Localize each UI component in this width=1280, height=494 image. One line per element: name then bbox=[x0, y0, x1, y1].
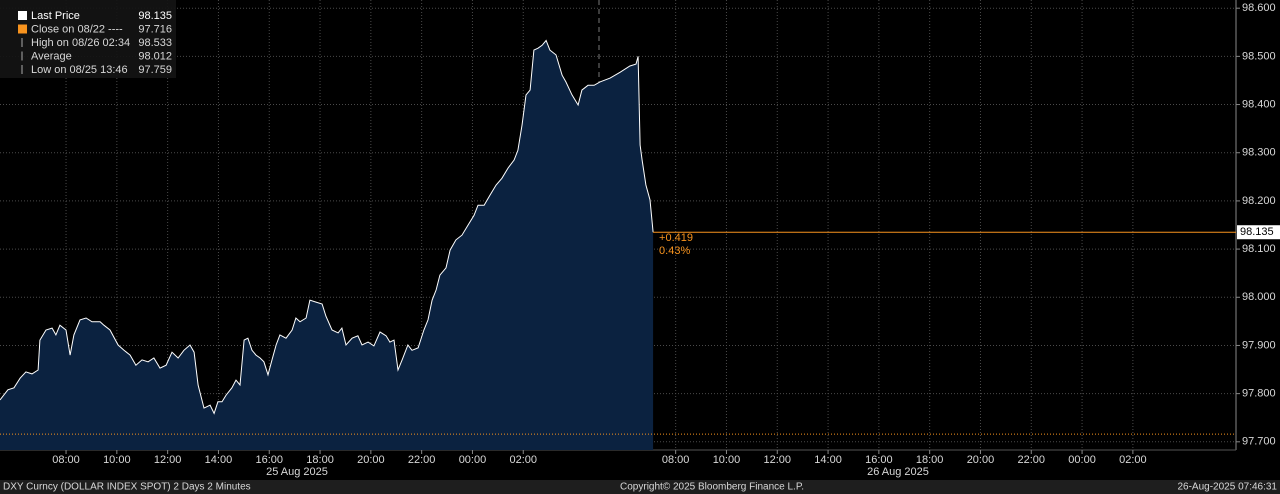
legend-swatch bbox=[18, 24, 27, 34]
x-tick-label: 16:00 bbox=[865, 454, 893, 466]
y-tick-label: 98.300 bbox=[1242, 147, 1276, 159]
x-tick-label: 02:00 bbox=[1119, 454, 1147, 466]
x-tick-label: 08:00 bbox=[52, 454, 80, 466]
annotation: 0.43% bbox=[659, 245, 690, 257]
legend-box bbox=[0, 0, 176, 78]
y-tick-label: 97.900 bbox=[1242, 339, 1276, 351]
y-tick-label: 98.600 bbox=[1242, 2, 1276, 14]
x-tick-label: 22:00 bbox=[1018, 454, 1046, 466]
legend-swatch bbox=[18, 11, 27, 20]
legend-label: Close on 08/22 ---- bbox=[31, 23, 123, 35]
legend: Last Price 98.135 Close on 08/22 ---- 97.71… bbox=[0, 0, 176, 78]
footer-text: Copyright© 2025 Bloomberg Finance L.P. bbox=[620, 482, 804, 493]
x-tick-label: 00:00 bbox=[1068, 454, 1096, 466]
x-tick-label: 14:00 bbox=[205, 454, 233, 466]
x-tick-label: 00:00 bbox=[459, 454, 487, 466]
x-tick-label: 10:00 bbox=[103, 454, 131, 466]
legend-label: Average bbox=[31, 50, 72, 62]
x-tick-label: 16:00 bbox=[255, 454, 283, 466]
y-tick-label: 98.000 bbox=[1242, 291, 1276, 303]
x-tick-label: 12:00 bbox=[763, 454, 791, 466]
legend-label: Last Price bbox=[31, 10, 80, 22]
x-tick-label: 18:00 bbox=[306, 454, 334, 466]
price-line bbox=[0, 39, 654, 415]
legend-value: 98.012 bbox=[138, 50, 172, 62]
date-label: 26 Aug 2025 bbox=[867, 466, 929, 478]
last-price-tag bbox=[1237, 225, 1280, 240]
x-tick-label: 14:00 bbox=[814, 454, 842, 466]
footer-text: 26-Aug-2025 07:46:31 bbox=[1177, 482, 1277, 493]
legend-value: 97.759 bbox=[138, 64, 172, 76]
plot bbox=[0, 0, 1240, 454]
legend-value: 98.135 bbox=[138, 10, 172, 22]
y-tick-label: 97.800 bbox=[1242, 388, 1276, 400]
x-tick-label: 20:00 bbox=[357, 454, 385, 466]
x-tick-label: 22:00 bbox=[408, 454, 436, 466]
last-price-tag-text: 98.135 bbox=[1240, 226, 1274, 238]
legend-value: 97.716 bbox=[138, 23, 172, 35]
y-tick-label: 98.400 bbox=[1242, 98, 1276, 110]
legend-label: Low on 08/25 13:46 bbox=[31, 64, 128, 76]
legend-value: 98.533 bbox=[138, 37, 172, 49]
y-tick-label: 98.100 bbox=[1242, 243, 1276, 255]
x-tick-label: 10:00 bbox=[713, 454, 741, 466]
legend-label: High on 08/26 02:34 bbox=[31, 37, 130, 49]
x-tick-label: 18:00 bbox=[916, 454, 944, 466]
x-tick-label: 02:00 bbox=[509, 454, 537, 466]
footer-text: DXY Curncy (DOLLAR INDEX SPOT) 2 Days 2 … bbox=[3, 482, 251, 493]
annotation: +0.419 bbox=[659, 232, 693, 244]
x-tick-label: 12:00 bbox=[154, 454, 182, 466]
y-tick-label: 97.700 bbox=[1242, 436, 1276, 448]
footer-bar bbox=[0, 480, 1280, 494]
y-tick-label: 98.200 bbox=[1242, 195, 1276, 207]
area bbox=[0, 40, 654, 450]
x-tick-label: 08:00 bbox=[662, 454, 690, 466]
y-tick-label: 98.500 bbox=[1242, 50, 1276, 62]
date-label: 25 Aug 2025 bbox=[266, 466, 328, 478]
x-tick-label: 20:00 bbox=[967, 454, 995, 466]
